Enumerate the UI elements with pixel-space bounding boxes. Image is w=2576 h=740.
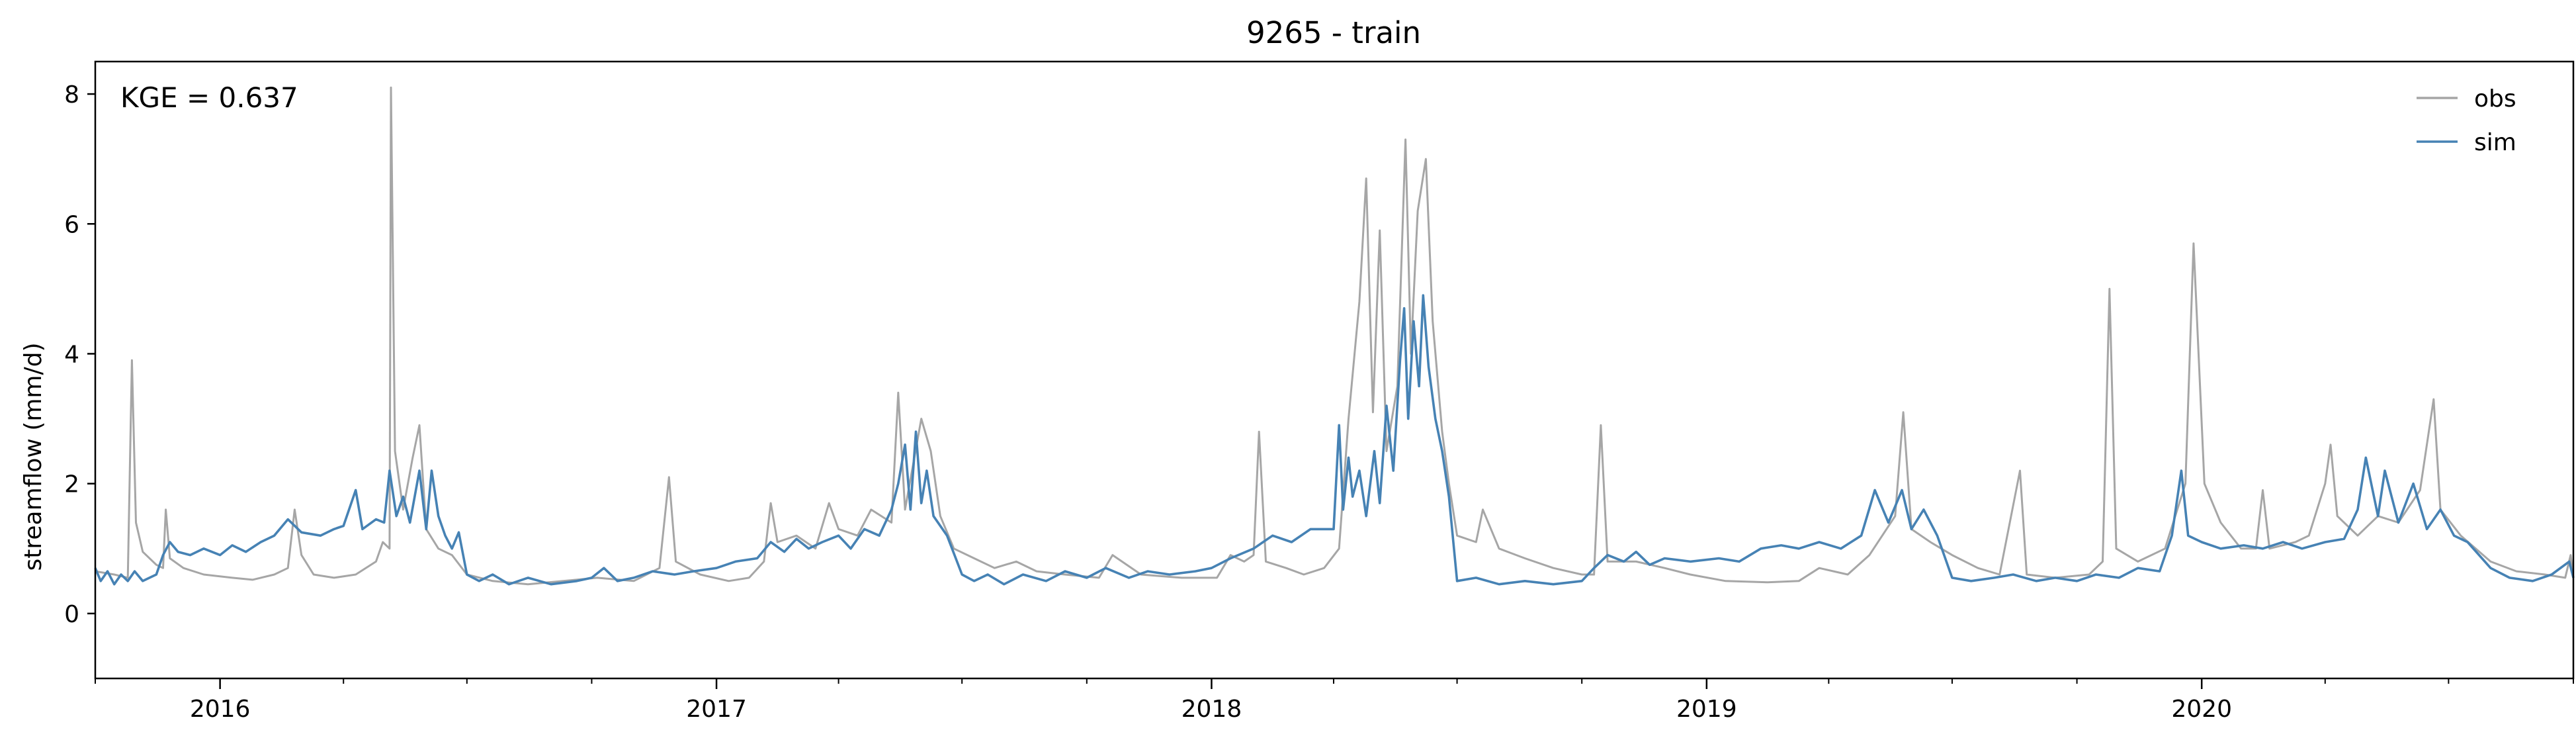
y-tick-label: 6 bbox=[64, 211, 79, 238]
y-tick-label: 4 bbox=[64, 341, 79, 368]
legend-label-sim: sim bbox=[2474, 129, 2516, 156]
chart-title: 9265 - train bbox=[1246, 15, 1421, 50]
x-axis-ticks: 2016 2017 2018 2019 2020 bbox=[95, 678, 2574, 723]
y-tick-label: 8 bbox=[64, 81, 79, 109]
x-tick-label: 2019 bbox=[1676, 696, 1737, 723]
x-tick-label: 2017 bbox=[686, 696, 747, 723]
y-axis-ticks: 0 2 4 6 8 bbox=[64, 81, 95, 628]
series-line-sim bbox=[94, 294, 2575, 586]
y-tick-label: 0 bbox=[64, 601, 79, 628]
x-tick-label: 2018 bbox=[1181, 696, 1242, 723]
legend: obs sim bbox=[2417, 85, 2516, 156]
y-axis-label: streamflow (mm/d) bbox=[20, 343, 47, 571]
legend-label-obs: obs bbox=[2474, 85, 2516, 113]
plot-frame bbox=[94, 60, 2575, 680]
x-tick-label: 2020 bbox=[2171, 696, 2232, 723]
x-tick-label: 2016 bbox=[190, 696, 251, 723]
plot-lines bbox=[94, 86, 2575, 586]
kge-annotation: KGE = 0.637 bbox=[120, 81, 298, 114]
y-tick-label: 2 bbox=[64, 471, 79, 498]
